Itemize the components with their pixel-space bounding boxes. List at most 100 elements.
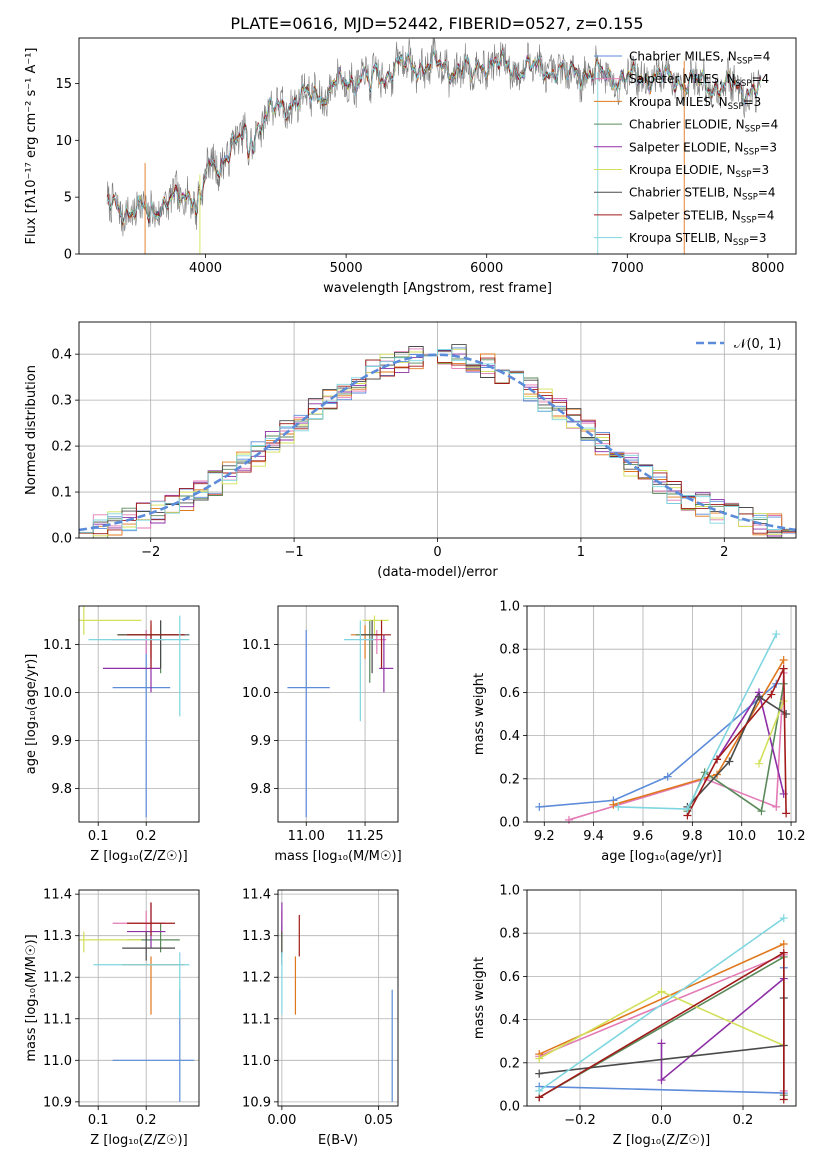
y-tick-label: 9.8 — [51, 782, 72, 797]
y-tick-label: 0.6 — [499, 970, 520, 985]
axes-frame — [277, 889, 399, 1107]
y-tick-label: 10.1 — [43, 638, 72, 653]
y-tick-label: 0.4 — [499, 1013, 520, 1028]
axes-frame — [78, 605, 200, 823]
y-axis-label: age [log₁₀(age/yr)] — [24, 654, 39, 775]
weight-point — [782, 809, 791, 818]
age-vs-mass-panel: 11.00 11.25 9.8 9.9 10.0 10.1 mass [log₁₀(M/M☉… — [242, 605, 402, 864]
x-axis-label: (data-model)/error — [377, 565, 498, 580]
legend-entry: Chabrier MILES, NSSP=4 — [629, 50, 770, 67]
x-axis-label: E(B-V) — [318, 1133, 358, 1148]
x-tick-label: 10.2 — [777, 829, 806, 844]
weight-point — [757, 807, 766, 816]
y-tick-label: 0.2 — [499, 772, 520, 787]
weight-point — [713, 755, 722, 764]
x-tick-label: 0.2 — [136, 1113, 157, 1128]
legend-entry: Salpeter ELODIE, NSSP=3 — [629, 140, 777, 157]
figure-title: PLATE=0616, MJD=52442, FIBERID=0527, z=0… — [230, 14, 643, 33]
spectrum-panel: 4000 5000 6000 7000 8000 0 5 10 15 wavelength [An… — [24, 37, 797, 296]
y-tick-label: 1.0 — [499, 884, 520, 899]
y-tick-label: 9.9 — [51, 734, 72, 749]
x-tick-label: 1 — [577, 545, 585, 560]
weight-series-line — [568, 672, 785, 821]
x-tick-label: 0.2 — [733, 1113, 754, 1128]
weight-point — [782, 710, 791, 718]
y-tick-label: 0.8 — [499, 927, 520, 942]
weight-point — [754, 692, 763, 701]
y-tick-label: 10.9 — [43, 1095, 72, 1110]
x-tick-label: 9.4 — [583, 829, 604, 844]
y-tick-label: 9.9 — [250, 734, 271, 749]
weight-point — [657, 987, 666, 996]
model-spectrum — [106, 48, 762, 224]
weight-point — [779, 1095, 788, 1104]
x-tick-label: 0.1 — [88, 1113, 109, 1128]
age-vs-metallicity-panel: 0.1 0.2 9.8 9.9 10.0 10.1 Z [log₁₀(Z/Z☉)] age [… — [24, 605, 200, 864]
y-axis-label: Normed distribution — [24, 365, 39, 495]
y-tick-label: 0.4 — [51, 348, 72, 363]
weight-point — [779, 664, 788, 673]
weight-point — [754, 759, 763, 768]
y-tick-label: 11.0 — [43, 1054, 72, 1069]
legend-entry: Kroupa STELIB, NSSP=3 — [629, 231, 767, 248]
y-tick-label: 0.6 — [499, 686, 520, 701]
x-tick-label: 0.2 — [136, 829, 157, 844]
weight-series-line — [686, 695, 787, 808]
x-tick-label: −2 — [141, 545, 160, 560]
y-tick-label: 0.8 — [499, 643, 520, 658]
x-tick-label: −0.2 — [564, 1113, 596, 1128]
x-tick-label: 8000 — [751, 261, 784, 276]
y-tick-label: 10.9 — [242, 1095, 271, 1110]
x-tick-label: 9.6 — [633, 829, 654, 844]
axes-frame — [78, 321, 797, 539]
weight-point — [779, 940, 788, 948]
weight-point — [772, 630, 781, 639]
x-tick-label: 7000 — [611, 261, 644, 276]
weight-point — [683, 805, 692, 814]
weight-point — [779, 948, 788, 957]
x-axis-label: Z [log₁₀(Z/Z☉)] — [613, 1133, 710, 1148]
y-tick-label: 0.1 — [51, 486, 72, 501]
weight-point — [772, 802, 781, 811]
y-tick-label: 11.0 — [242, 1054, 271, 1069]
mass-vs-extinction-panel: 0.00 0.05 10.9 11.0 11.1 11.2 11.3 11.4 E(B-V) — [242, 888, 399, 1148]
x-axis-label: Z [log₁₀(Z/Z☉)] — [90, 1133, 187, 1148]
x-tick-label: 5000 — [330, 261, 363, 276]
axes-frame — [277, 605, 399, 823]
legend-entry: Chabrier STELIB, NSSP=4 — [629, 186, 776, 203]
weight-point — [535, 1086, 544, 1095]
weight-point — [779, 656, 788, 664]
y-tick-label: 11.4 — [43, 888, 72, 903]
x-axis-label: wavelength [Angstrom, rest frame] — [323, 281, 552, 296]
y-tick-label: 5 — [64, 191, 72, 206]
weight-point — [614, 802, 623, 811]
x-tick-label: 2 — [720, 545, 728, 560]
y-axis-label: mass weight — [472, 673, 487, 755]
y-tick-label: 0 — [64, 248, 72, 263]
x-tick-label: 11.25 — [346, 829, 383, 844]
weight-point — [663, 772, 672, 781]
weight-point — [609, 800, 618, 809]
axes-frame — [526, 605, 797, 823]
weight-point — [657, 1039, 666, 1048]
weight-point — [767, 690, 776, 699]
y-tick-label: 0.3 — [51, 394, 72, 409]
weight-vs-age-panel: 9.2 9.4 9.6 9.8 10.0 10.2 0.0 0.2 0.4 0.6 0.8 1.0 ag… — [472, 600, 806, 865]
y-tick-label: 11.3 — [242, 929, 271, 944]
x-tick-label: 4000 — [189, 261, 222, 276]
x-axis-label: age [log₁₀(age/yr)] — [601, 849, 722, 864]
weight-point — [535, 802, 544, 811]
y-tick-label: 11.4 — [242, 888, 271, 903]
y-tick-label: 10.0 — [43, 686, 72, 701]
legend-entry: Salpeter MILES, NSSP=4 — [629, 72, 769, 89]
x-tick-label: 10.0 — [727, 829, 756, 844]
y-tick-label: 0.2 — [499, 1056, 520, 1071]
legend-entry: Chabrier ELODIE, NSSP=4 — [629, 118, 778, 135]
weight-point — [535, 1069, 544, 1078]
normal-curve — [79, 353, 796, 532]
y-tick-label: 0.0 — [499, 1100, 520, 1115]
x-tick-label: −1 — [285, 545, 304, 560]
legend-entry: Salpeter STELIB, NSSP=4 — [629, 208, 774, 225]
y-tick-label: 0.2 — [51, 440, 72, 455]
